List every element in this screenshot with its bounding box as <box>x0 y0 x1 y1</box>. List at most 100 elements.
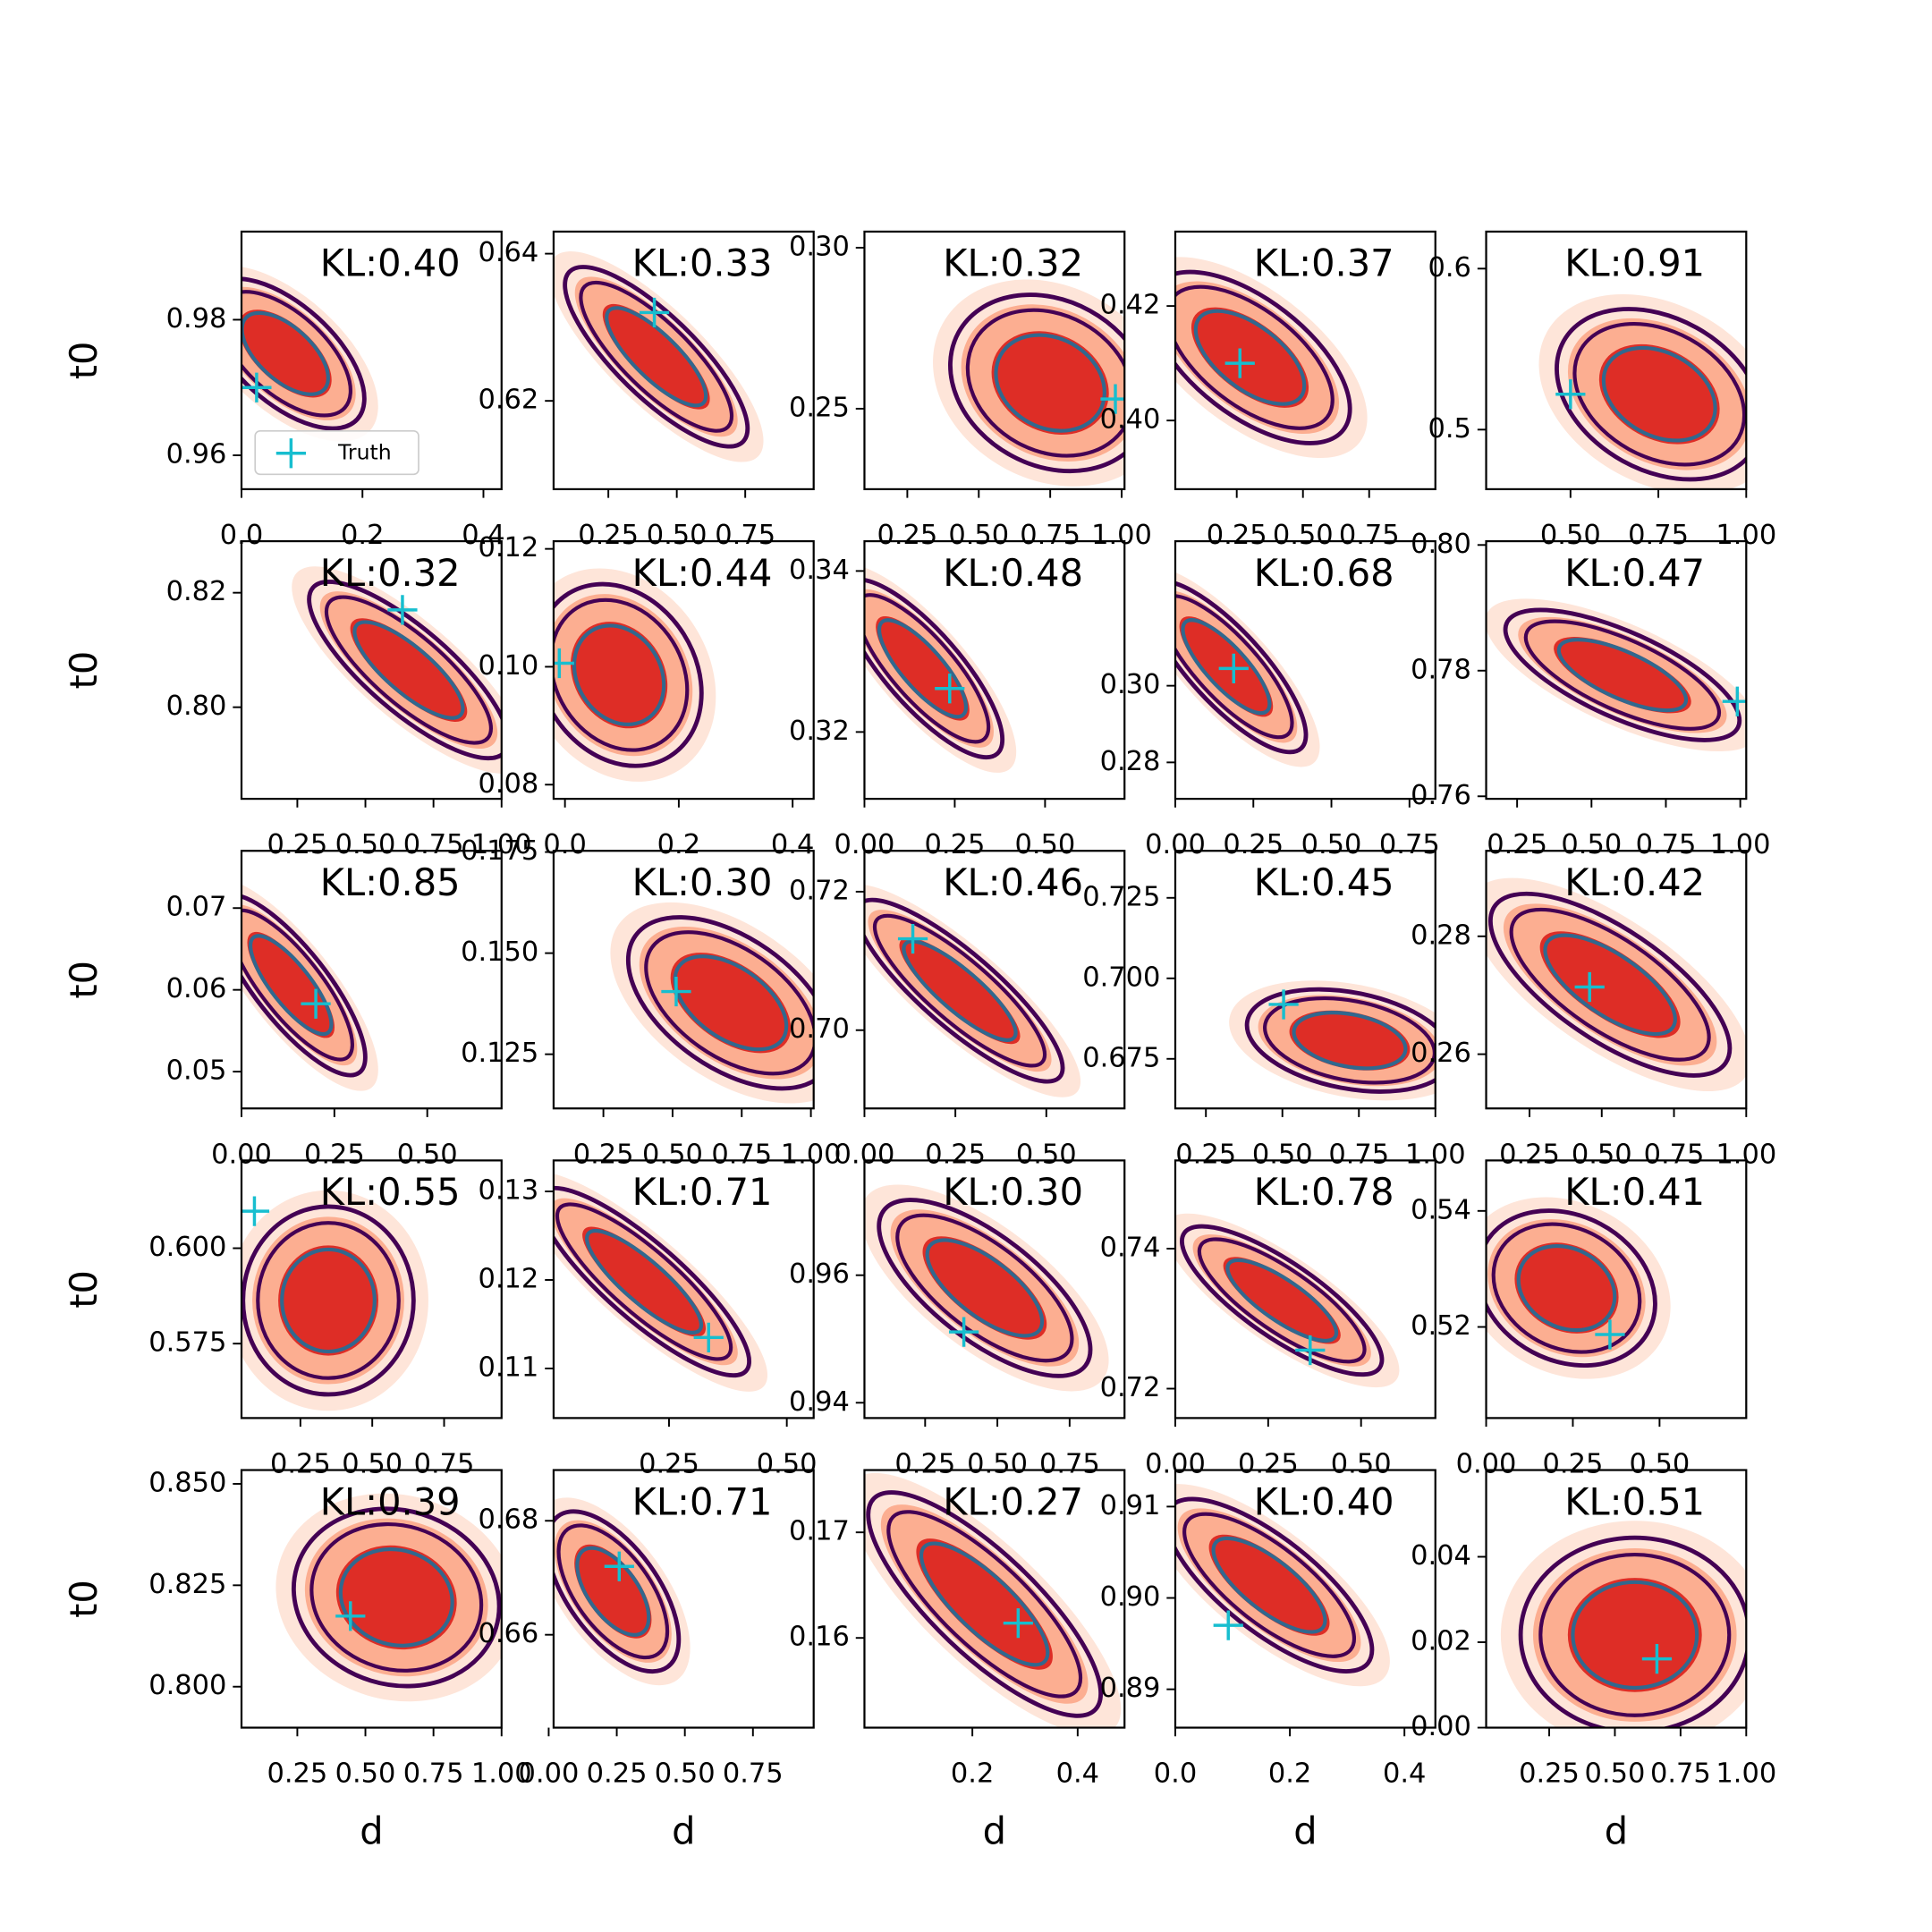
x-tick-label: 0.50 <box>342 1449 402 1480</box>
axes-frame <box>552 230 815 491</box>
axes-frame <box>1174 850 1436 1110</box>
plot-area <box>1175 1484 1390 1687</box>
x-axis-label: d <box>1605 1809 1628 1853</box>
axes-frame <box>1174 1469 1436 1729</box>
truth-marker <box>301 988 331 1019</box>
density-contour <box>1571 1580 1699 1690</box>
x-tick-label: 0.4 <box>771 829 814 860</box>
plot-area <box>1486 1197 1671 1379</box>
y-tick-label: 0.6 <box>1428 252 1470 284</box>
truth-marker <box>1218 653 1249 683</box>
plot-area <box>275 1493 502 1702</box>
y-tick-label: 0.82 <box>166 576 227 607</box>
axes-frame <box>240 1469 503 1729</box>
axes-frame <box>552 1469 815 1729</box>
x-tick-label: 0.50 <box>967 1449 1028 1480</box>
panel: 0.00 0.25 0.500.700.72 KL:0.46 <box>789 850 1126 1170</box>
y-tick-label: 0.04 <box>1411 1540 1471 1572</box>
density-fill <box>1223 1257 1341 1344</box>
y-tick-label: 0.02 <box>1411 1626 1471 1657</box>
density-contour <box>902 939 1018 1042</box>
density-fill <box>247 931 335 1038</box>
density-contour <box>242 908 354 1062</box>
plot-area <box>553 1172 768 1392</box>
density-fill <box>1514 1242 1619 1334</box>
y-tick-label: 0.575 <box>148 1327 226 1359</box>
density-fill <box>991 331 1109 435</box>
annotation: KL:0.68 <box>1254 551 1394 595</box>
plot-area <box>242 878 378 1091</box>
truth-marker <box>242 1196 270 1226</box>
panel: 0.25 0.50 0.75 0.575 0.600 KL:0.55 t0 <box>62 1159 503 1480</box>
density-contour <box>1175 1496 1375 1674</box>
x-tick-label: 0.25 <box>267 829 328 860</box>
x-tick-label: 0.25 <box>578 520 639 551</box>
x-tick-label: 0.50 <box>1629 1449 1690 1480</box>
x-tick-label: 0.75 <box>1020 520 1080 551</box>
y-tick-label: 0.66 <box>478 1618 538 1649</box>
x-tick-label: 1.00 <box>1716 1758 1776 1790</box>
y-tick-label: 0.850 <box>148 1467 226 1498</box>
annotation: KL:0.40 <box>1254 1479 1394 1523</box>
density-contour <box>1263 996 1436 1085</box>
x-tick-label: 0.75 <box>711 1139 772 1170</box>
x-tick-label: 0.2 <box>657 829 700 860</box>
axes-frame <box>1485 1159 1748 1419</box>
y-axis-label: t0 <box>62 1270 106 1309</box>
density-contour <box>553 597 690 752</box>
x-tick-label: 0.25 <box>1223 829 1284 860</box>
x-axis-label: d <box>983 1809 1006 1853</box>
density-fill <box>1554 637 1691 714</box>
y-axis-label: t0 <box>62 342 106 380</box>
density-fill <box>242 309 332 398</box>
y-tick-label: 0.11 <box>478 1352 538 1383</box>
density-contour <box>256 1221 401 1380</box>
truth-marker <box>335 1601 366 1631</box>
density-contour <box>1180 1224 1385 1377</box>
axes-frame <box>1485 1469 1748 1729</box>
density-contour <box>605 306 708 408</box>
x-tick-label: 0.50 <box>1273 520 1334 551</box>
density-contour <box>644 930 814 1076</box>
x-tick-label: 0.25 <box>925 1139 986 1170</box>
annotation: KL:0.46 <box>943 860 1083 904</box>
annotation: KL:0.42 <box>1564 860 1705 904</box>
truth-marker <box>639 297 670 328</box>
density-contour <box>242 1204 416 1397</box>
density-contour <box>575 1546 651 1637</box>
y-tick-label: 0.07 <box>166 892 227 923</box>
panel: 0.2 0.4 0.16 0.17 KL:0.27 d <box>789 1469 1126 1853</box>
y-tick-label: 0.78 <box>1411 654 1471 685</box>
density-contour <box>563 265 750 449</box>
x-tick-label: 0.50 <box>1252 1139 1313 1170</box>
panel: 0.25 0.50 0.75 1.00 0.25 0.30 KL:0.32 <box>789 230 1152 551</box>
plot-area <box>242 266 378 442</box>
x-tick-label: 0.75 <box>1339 520 1400 551</box>
plot-area <box>1175 257 1368 459</box>
truth-marker <box>935 674 965 704</box>
axes-frame <box>1174 539 1436 801</box>
x-tick-label: 0.25 <box>925 829 986 860</box>
density-contour <box>1543 933 1677 1037</box>
density-fill <box>570 622 668 729</box>
density-contour <box>864 577 1005 760</box>
density-contour <box>886 1510 1083 1699</box>
density-fill <box>922 1236 1047 1340</box>
annotation: KL:0.78 <box>1254 1170 1394 1214</box>
density-contour <box>1572 321 1747 467</box>
y-tick-label: 0.98 <box>166 303 227 335</box>
density-fill <box>278 1245 378 1356</box>
plot-area <box>864 1472 1122 1728</box>
x-tick-label: 0.25 <box>270 1449 331 1480</box>
density-contour <box>1518 1535 1747 1728</box>
y-axis-label: t0 <box>62 961 106 999</box>
x-tick-label: 0.00 <box>519 1758 580 1790</box>
density-contour <box>242 892 368 1078</box>
x-tick-label: 0.50 <box>1301 829 1362 860</box>
density-contour <box>553 1509 682 1674</box>
density-contour <box>1175 594 1294 740</box>
y-tick-label: 0.800 <box>148 1670 226 1701</box>
